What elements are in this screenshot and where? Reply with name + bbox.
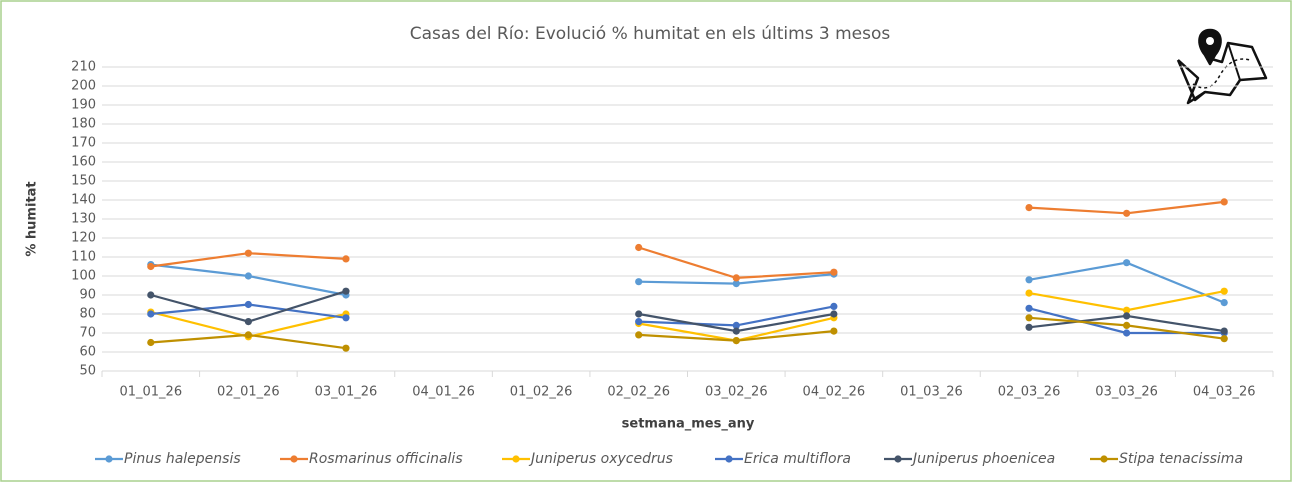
y-tick-label: 50: [79, 364, 96, 379]
legend-label: Juniperus phoenicea: [910, 451, 1055, 467]
y-tick-label: 70: [79, 326, 96, 341]
data-point: [244, 249, 252, 257]
y-tick-label: 150: [71, 174, 96, 189]
legend-label: Rosmarinus officinalis: [309, 451, 463, 467]
data-point: [1025, 304, 1033, 312]
data-point: [732, 327, 740, 335]
y-tick-label: 170: [71, 136, 96, 151]
y-tick-label: 120: [71, 231, 96, 246]
y-tick-label: 130: [71, 212, 96, 227]
data-point: [147, 338, 155, 347]
legend-swatch-marker: [105, 455, 113, 463]
legend-swatch-marker: [512, 455, 520, 463]
data-point: [1025, 289, 1033, 297]
data-point: [830, 327, 838, 335]
data-point: [1220, 327, 1228, 335]
data-point: [635, 310, 643, 318]
x-tick-label: 01_03_26: [900, 385, 963, 400]
legend-swatch-marker: [290, 455, 298, 463]
legend-label: Erica multiflora: [744, 451, 851, 467]
data-point: [635, 278, 643, 286]
data-point: [1220, 198, 1228, 206]
legend-label: Stipa tenacissima: [1119, 451, 1243, 467]
data-point: [342, 344, 350, 352]
legend-swatch-marker: [1100, 455, 1108, 463]
data-point: [830, 302, 838, 310]
y-axis-title: % humitat: [25, 181, 40, 256]
data-point: [1123, 312, 1131, 320]
data-point: [1025, 276, 1033, 284]
y-tick-label: 210: [71, 60, 96, 75]
data-point: [1123, 209, 1131, 217]
x-tick-label: 02_01_26: [217, 385, 280, 400]
data-point: [342, 287, 350, 295]
data-point: [1123, 321, 1131, 329]
x-tick-label: 02_03_26: [998, 385, 1061, 400]
x-tick-label: 04_01_26: [412, 385, 475, 400]
x-tick-label: 01_01_26: [119, 385, 182, 400]
data-point: [830, 310, 838, 318]
data-point: [1220, 299, 1228, 307]
x-axis-title: setmana_mes_any: [622, 417, 755, 432]
data-point: [1025, 323, 1033, 331]
data-point: [1123, 329, 1131, 337]
data-point: [635, 318, 643, 326]
data-point: [147, 262, 155, 271]
data-point: [732, 280, 740, 288]
data-point: [830, 268, 838, 276]
data-point: [635, 243, 643, 252]
data-point: [244, 318, 252, 326]
data-point: [342, 255, 350, 263]
y-tick-label: 180: [71, 117, 96, 132]
data-point: [244, 272, 252, 280]
data-point: [1025, 204, 1033, 212]
y-tick-label: 110: [71, 250, 96, 265]
data-point: [244, 300, 252, 309]
legend-swatch-marker: [894, 455, 902, 463]
data-point: [732, 337, 740, 345]
map-icon: [1176, 28, 1268, 105]
x-tick-label: 01_02_26: [510, 385, 573, 400]
data-point: [342, 314, 350, 322]
data-point: [1025, 314, 1033, 322]
y-tick-label: 100: [71, 269, 96, 284]
y-tick-label: 140: [71, 193, 96, 208]
data-point: [635, 331, 643, 339]
x-tick-label: 02_02_26: [607, 385, 670, 400]
data-point: [732, 321, 740, 329]
data-point: [1220, 335, 1228, 343]
data-point: [147, 291, 155, 299]
x-tick-label: 04_02_26: [803, 385, 866, 400]
data-point: [1123, 259, 1131, 267]
data-point: [1123, 306, 1131, 314]
x-tick-label: 03_02_26: [705, 385, 768, 400]
data-point: [1220, 287, 1228, 295]
y-tick-label: 60: [79, 345, 96, 360]
x-tick-label: 04_03_26: [1193, 385, 1256, 400]
y-tick-label: 160: [71, 155, 96, 170]
legend-label: Juniperus oxycedrus: [528, 451, 673, 467]
y-tick-label: 80: [79, 307, 96, 322]
y-tick-label: 90: [79, 288, 96, 303]
y-tick-label: 190: [71, 98, 96, 113]
chart-title: Casas del Río: Evolució % humitat en els…: [410, 24, 891, 44]
y-tick-label: 200: [71, 79, 96, 94]
data-point: [732, 274, 740, 282]
legend-label: Pinus halepensis: [124, 451, 241, 467]
data-point: [147, 310, 155, 318]
x-tick-label: 03_03_26: [1095, 385, 1158, 400]
x-tick-label: 03_01_26: [315, 385, 378, 400]
legend-swatch-marker: [725, 455, 733, 463]
data-point: [244, 331, 252, 339]
